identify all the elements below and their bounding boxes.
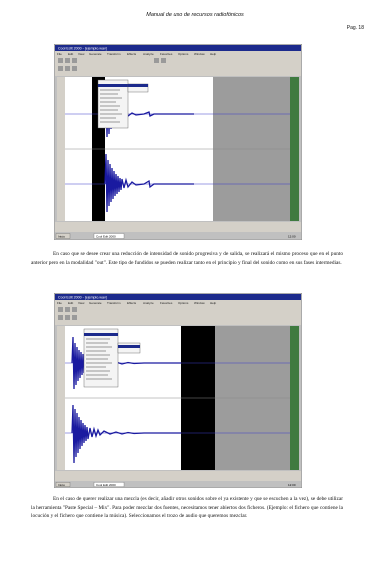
toolbar <box>58 307 77 320</box>
svg-text:Inicio: Inicio <box>58 483 65 487</box>
menu-window[interactable]: Window <box>194 52 206 56</box>
menu-generate[interactable]: Generate <box>89 52 102 56</box>
screenshot-fade-out: Cool Edit 2000 - [ejemplo.wav] File Edit… <box>54 44 302 240</box>
menu-options[interactable]: Options <box>178 52 189 56</box>
svg-text:Cool Edit 2000: Cool Edit 2000 <box>96 234 116 238</box>
menu-help[interactable]: Help <box>210 52 217 56</box>
screenshot-paste-mix: Cool Edit 2000 - [ejemplo.wav] File Edit… <box>54 293 302 488</box>
menu-file[interactable]: File <box>57 52 62 56</box>
toolbar <box>58 58 166 71</box>
menu-favorites[interactable]: Favorites <box>160 52 173 56</box>
menu-window[interactable]: Window <box>194 301 206 305</box>
paragraph-text: En el caso de querer realizar una mezcla… <box>31 496 343 520</box>
svg-text:Cool Edit 2000 - [ejemplo.wav]: Cool Edit 2000 - [ejemplo.wav] <box>58 296 107 300</box>
menu-edit[interactable]: Edit <box>68 52 73 56</box>
context-menu <box>83 328 141 388</box>
menu-transform[interactable]: Transform <box>107 301 121 305</box>
paragraph-fade-out: En caso que se desee crear una reducción… <box>31 250 343 267</box>
taskbar-clock: 12:00 <box>288 234 296 238</box>
waveform-bottom <box>104 153 194 213</box>
menu-edit[interactable]: Edit <box>68 301 73 305</box>
menu-favorites[interactable]: Favorites <box>160 301 173 305</box>
waveform-bottom <box>71 404 181 464</box>
menu-transform[interactable]: Transform <box>107 52 121 56</box>
context-menu <box>97 79 149 129</box>
taskbar-item[interactable] <box>93 233 125 239</box>
menu-analyze[interactable]: Analyze <box>143 52 154 56</box>
menu-effects[interactable]: Effects <box>127 301 137 305</box>
page-header-title: Manual de uso de recursos radiofónicos <box>146 12 244 18</box>
menu-bar: File Edit View Generate Transform Effect… <box>57 301 217 305</box>
menu-generate[interactable]: Generate <box>89 301 102 305</box>
menu-effects[interactable]: Effects <box>127 52 137 56</box>
svg-text:Inicio: Inicio <box>58 234 65 238</box>
menu-view[interactable]: View <box>78 301 85 305</box>
paragraph-text: En caso que se desee crear una reducción… <box>31 251 343 266</box>
svg-text:Cool Edit 2000 - [ejemplo.wav]: Cool Edit 2000 - [ejemplo.wav] <box>58 47 107 51</box>
taskbar-clock: 12:00 <box>288 483 296 487</box>
menu-help[interactable]: Help <box>210 301 217 305</box>
menu-view[interactable]: View <box>78 52 85 56</box>
svg-text:Cool Edit 2000: Cool Edit 2000 <box>96 483 116 487</box>
paragraph-mix: En el caso de querer realizar una mezcla… <box>31 495 343 521</box>
menu-bar: File Edit View Generate Transform Effect… <box>57 52 217 56</box>
menu-options[interactable]: Options <box>178 301 189 305</box>
start-button[interactable] <box>55 482 71 487</box>
menu-analyze[interactable]: Analyze <box>143 301 154 305</box>
start-button[interactable] <box>55 233 71 239</box>
taskbar-item[interactable] <box>93 482 125 487</box>
menu-file[interactable]: File <box>57 301 62 305</box>
page-number: Pag. 18 <box>346 25 364 31</box>
